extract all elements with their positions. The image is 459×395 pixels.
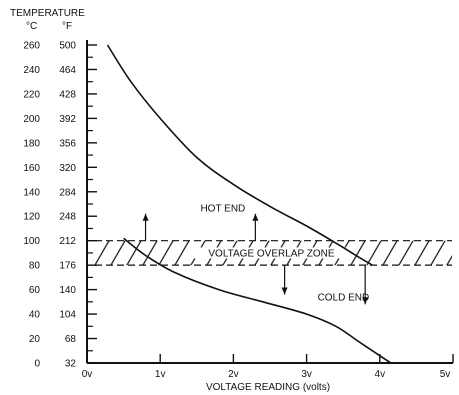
y-tick-label-fahrenheit: 500	[59, 41, 76, 52]
arrow-head-1	[252, 213, 259, 221]
y-tick-label-celsius: 120	[23, 212, 40, 223]
x-tick-label: 0v	[82, 369, 93, 380]
series-layer	[106, 44, 392, 364]
y-axis-unit-celsius: °C	[26, 21, 37, 32]
y-tick-label-celsius: 180	[23, 138, 40, 149]
y-tick-label-celsius: 60	[29, 285, 41, 296]
x-tick-label: 4v	[375, 369, 386, 380]
y-axis-title: TEMPERATURE	[10, 8, 85, 19]
y-tick-label-fahrenheit: 356	[59, 138, 76, 149]
y-tick-label-fahrenheit: 212	[59, 236, 76, 247]
y-tick-label-celsius: 200	[23, 114, 40, 125]
arrow-head-0	[142, 213, 149, 221]
y-tick-label-fahrenheit: 464	[59, 65, 76, 76]
y-tick-label-celsius: 20	[29, 334, 41, 345]
y-tick-label-celsius: 80	[29, 261, 41, 272]
overlap-zone-label-bg	[192, 247, 351, 259]
annotation-label-0: HOT END	[200, 203, 245, 214]
y-tick-label-celsius: 220	[23, 89, 40, 100]
arrow-head-3	[362, 297, 369, 305]
y-tick-label-fahrenheit: 284	[59, 187, 76, 198]
annotation-label-1: COLD END	[318, 293, 370, 304]
y-tick-label-celsius: 100	[23, 236, 40, 247]
overlap-zone-label: VOLTAGE OVERLAP ZONE	[208, 248, 334, 259]
y-tick-label-fahrenheit: 68	[65, 334, 77, 345]
y-tick-label-celsius: 260	[23, 41, 40, 52]
x-tick-label: 3v	[301, 369, 312, 380]
y-tick-label-fahrenheit: 248	[59, 212, 76, 223]
y-tick-label-celsius: 160	[23, 163, 40, 174]
y-tick-label-fahrenheit: 32	[65, 359, 77, 370]
y-tick-label-celsius: 240	[23, 65, 40, 76]
x-tick-label: 2v	[228, 369, 239, 380]
x-tick-label: 1v	[155, 369, 166, 380]
y-tick-label-fahrenheit: 104	[59, 310, 76, 321]
y-axis-unit-fahrenheit: °F	[62, 21, 72, 32]
label-layer: VOLTAGE OVERLAP ZONE HOT END COLD END	[200, 203, 369, 303]
y-tick-label-fahrenheit: 176	[59, 261, 76, 272]
y-tick-label-celsius: 140	[23, 187, 40, 198]
series-line-hot	[106, 44, 373, 266]
y-tick-label-celsius: 40	[29, 310, 41, 321]
arrow-head-2	[281, 287, 288, 295]
x-axis-title: VOLTAGE READING (volts)	[206, 382, 330, 393]
y-tick-label-fahrenheit: 428	[59, 89, 76, 100]
arrow-layer	[142, 213, 369, 305]
y-tick-label-fahrenheit: 320	[59, 163, 76, 174]
series-line-cold	[123, 237, 392, 364]
y-tick-label-celsius: 0	[34, 359, 40, 370]
y-tick-label-fahrenheit: 392	[59, 114, 76, 125]
x-tick-label: 5v	[440, 369, 451, 380]
axis-layer: 0 32 20 68 40 104 60 140 80 176 100 212 120 248 140 284…	[23, 40, 454, 380]
y-tick-label-fahrenheit: 140	[59, 285, 76, 296]
